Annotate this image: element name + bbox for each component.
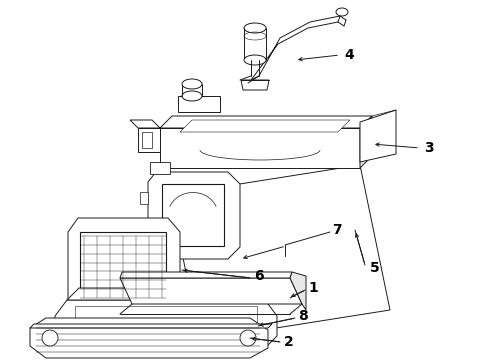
Text: 1: 1 [308, 281, 318, 295]
Ellipse shape [182, 91, 202, 101]
Polygon shape [162, 184, 224, 246]
Circle shape [240, 330, 256, 346]
Text: 5: 5 [370, 261, 380, 275]
Polygon shape [160, 128, 360, 168]
Text: 8: 8 [298, 309, 308, 323]
Polygon shape [67, 288, 277, 300]
Polygon shape [170, 165, 390, 340]
Polygon shape [290, 272, 306, 310]
Polygon shape [30, 324, 272, 328]
Polygon shape [120, 278, 302, 304]
Polygon shape [251, 16, 340, 80]
Polygon shape [360, 116, 372, 168]
Polygon shape [150, 162, 170, 174]
Polygon shape [241, 80, 269, 90]
Polygon shape [130, 120, 160, 128]
Polygon shape [55, 300, 277, 348]
Polygon shape [180, 120, 350, 132]
Polygon shape [138, 128, 160, 152]
Polygon shape [140, 192, 148, 204]
Ellipse shape [244, 55, 266, 65]
Text: 7: 7 [332, 223, 342, 237]
Text: 4: 4 [344, 48, 354, 62]
Polygon shape [75, 306, 257, 342]
Text: 6: 6 [254, 269, 264, 283]
Polygon shape [148, 172, 240, 259]
Text: 3: 3 [424, 141, 434, 155]
Polygon shape [160, 116, 372, 128]
Polygon shape [120, 272, 292, 278]
Polygon shape [68, 218, 180, 316]
Polygon shape [178, 96, 220, 112]
Circle shape [42, 330, 58, 346]
Polygon shape [140, 222, 148, 234]
Ellipse shape [244, 23, 266, 33]
Polygon shape [142, 132, 152, 148]
Ellipse shape [336, 8, 348, 16]
Ellipse shape [182, 79, 202, 89]
Polygon shape [30, 318, 268, 358]
Polygon shape [360, 110, 396, 162]
Polygon shape [80, 232, 166, 302]
Text: 2: 2 [284, 335, 294, 349]
